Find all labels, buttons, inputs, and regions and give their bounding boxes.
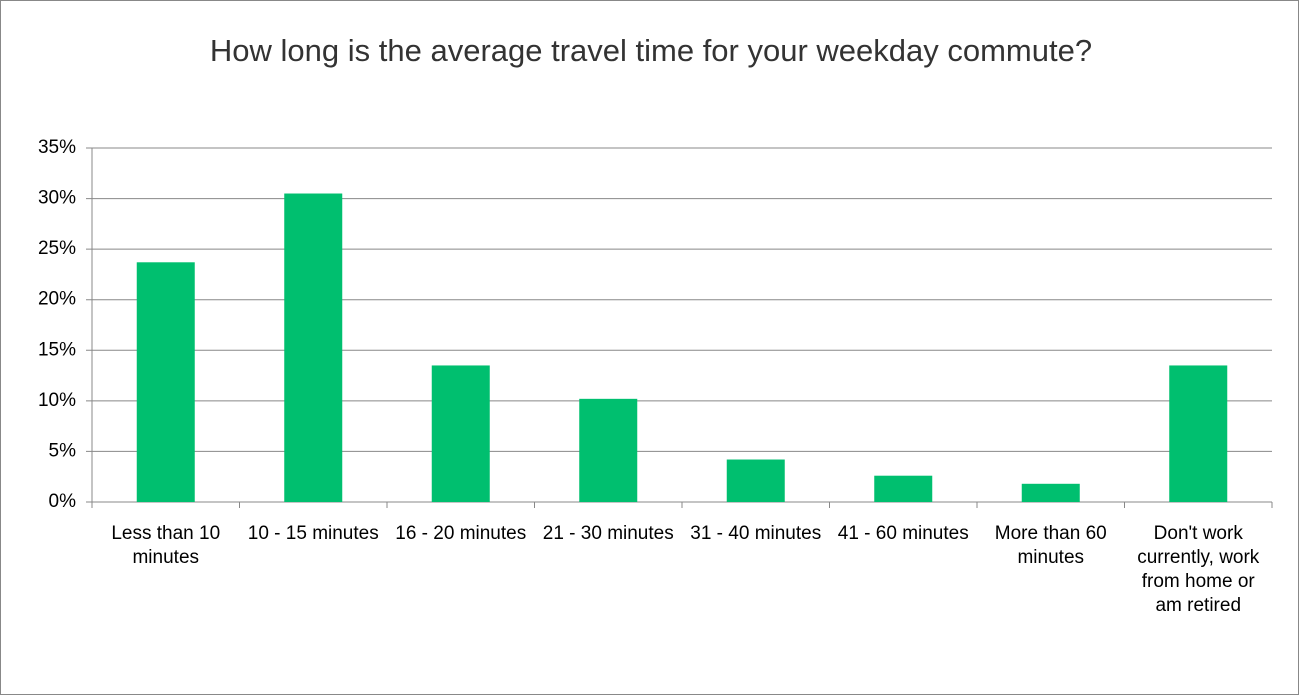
x-tick-label: Less than 10 minutes [111,523,221,568]
x-tick-label: 16 - 20 minutes [395,523,527,544]
x-tick-label: 31 - 40 minutes [690,523,822,544]
y-tick-label: 20% [38,289,76,310]
x-tick-label: 21 - 30 minutes [542,523,674,544]
y-tick-label: 5% [49,440,77,461]
y-tick-label: 15% [38,339,76,360]
y-tick-label: 30% [38,188,76,209]
x-tick-label: More than 60 minutes [994,523,1107,568]
x-tick-label: 41 - 60 minutes [837,523,969,544]
x-tick-label: 10 - 15 minutes [247,523,379,544]
bar [726,459,785,502]
bar [284,193,343,502]
bar [136,262,195,502]
y-tick-label: 25% [38,238,76,259]
x-tick-label: Don't work currently, work from home or … [1137,523,1260,616]
y-tick-label: 0% [49,491,77,512]
chart-title: How long is the average travel time for … [209,33,1093,68]
y-tick-label: 10% [38,390,76,411]
bar [1021,483,1080,502]
y-tick-label: 35% [38,137,76,158]
bar [1169,365,1228,502]
bar [874,475,933,502]
bar [431,365,490,502]
bar [579,398,638,502]
